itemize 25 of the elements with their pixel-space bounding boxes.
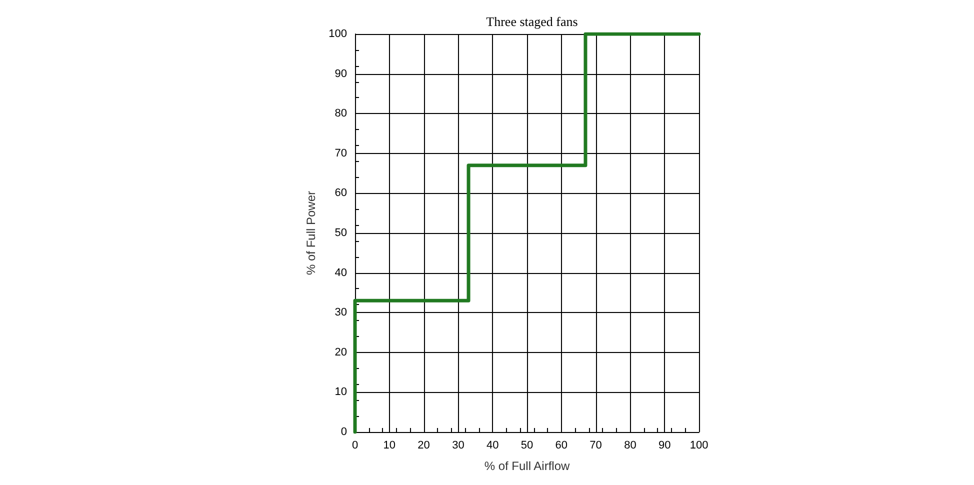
chart-title: Three staged fans xyxy=(486,14,578,29)
y-tick-label: 90 xyxy=(334,68,347,80)
x-tick-label: 20 xyxy=(418,440,430,452)
x-tick-label: 90 xyxy=(658,440,671,452)
x-tick-label: 50 xyxy=(520,440,534,452)
x-tick-label: 100 xyxy=(690,440,708,452)
x-tick-label: 60 xyxy=(555,440,568,452)
y-tick-label: 100 xyxy=(328,28,347,40)
y-tick-label: 80 xyxy=(334,108,347,120)
x-tick-label: 40 xyxy=(486,440,499,452)
x-tick-label: 0 xyxy=(352,440,358,452)
y-tick-label: 30 xyxy=(334,306,347,319)
x-tick-label: 80 xyxy=(624,440,636,452)
x-tick-label: 10 xyxy=(383,440,396,452)
x-tick-label: 30 xyxy=(452,440,464,452)
y-tick-label: 50 xyxy=(334,227,347,239)
y-tick-label: 60 xyxy=(334,187,347,200)
y-tick-label: 20 xyxy=(334,346,347,358)
y-tick-label: 0 xyxy=(340,426,347,438)
y-tick-label: 40 xyxy=(334,266,347,279)
x-tick-label: 70 xyxy=(590,440,602,452)
y-tick-label: 70 xyxy=(334,147,347,160)
y-axis-title: % of Full Power xyxy=(304,190,318,276)
y-tick-label: 10 xyxy=(334,386,347,398)
x-axis-title: % of Full Airflow xyxy=(484,459,570,473)
